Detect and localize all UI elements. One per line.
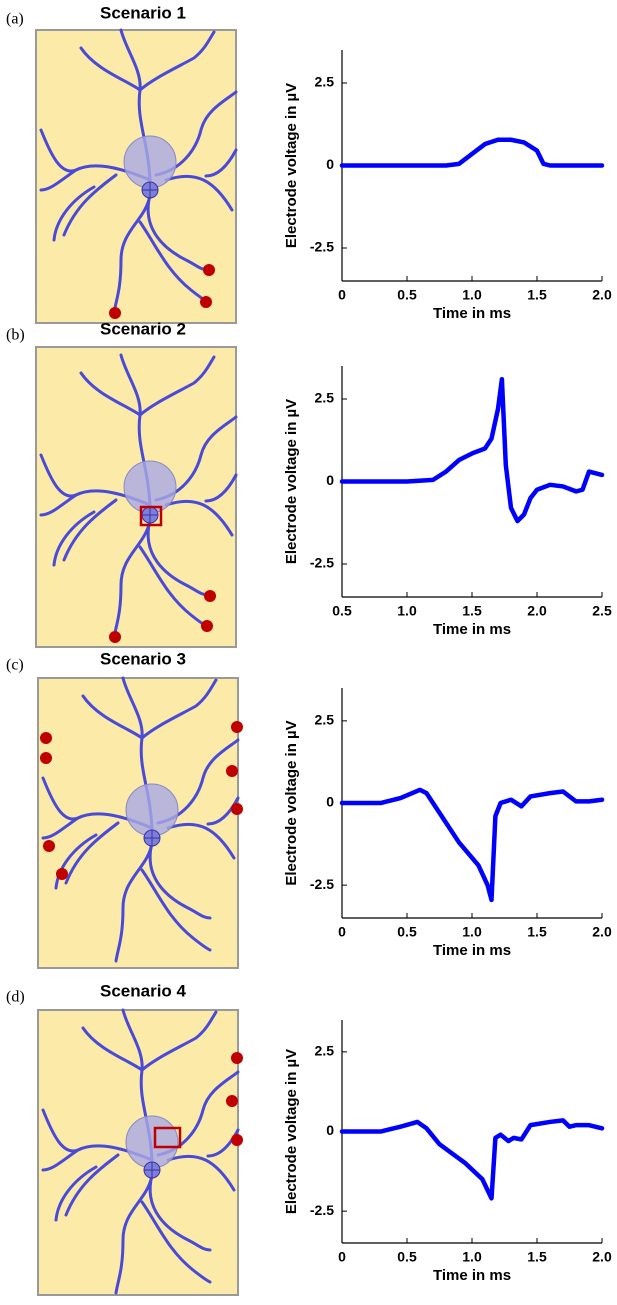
- x-tick-label: 0.5: [397, 287, 417, 303]
- neuron-a: [35, 28, 238, 324]
- x-axis-label: Time in ms: [433, 305, 511, 322]
- x-tick-label: 0: [338, 287, 346, 303]
- y-tick-label: 2.5: [315, 712, 335, 728]
- x-tick-label: 2.0: [592, 1249, 612, 1265]
- x-axis-label: Time in ms: [433, 942, 511, 959]
- y-tick-label: 2.5: [315, 390, 335, 406]
- panel-label: (c): [6, 657, 24, 674]
- y-tick-label: 0: [326, 472, 334, 488]
- y-axis-label: Electrode voltage in µV: [283, 1049, 300, 1214]
- data-line: [339, 1118, 605, 1201]
- panel-label: (a): [6, 11, 24, 28]
- x-tick-label: 1.5: [527, 1249, 547, 1265]
- y-axis-label: Electrode voltage in µV: [283, 399, 300, 564]
- x-tick-label: 2.0: [592, 924, 612, 940]
- x-tick-label: 0.5: [332, 603, 352, 619]
- y-tick-label: -2.5: [310, 1202, 334, 1218]
- x-tick-label: 0: [338, 924, 346, 940]
- x-tick-label: 1.5: [527, 287, 547, 303]
- x-tick-label: 2.0: [592, 287, 612, 303]
- panel-title: Scenario 3: [100, 649, 186, 668]
- x-tick-label: 0: [338, 1249, 346, 1265]
- x-tick-label: 2.0: [527, 603, 547, 619]
- x-tick-label: 1.5: [462, 603, 482, 619]
- data-line: [339, 787, 605, 903]
- panel-title: Scenario 1: [100, 3, 186, 22]
- x-tick-label: 1.5: [527, 924, 547, 940]
- x-tick-label: 1.0: [462, 1249, 482, 1265]
- panel-label: (b): [6, 327, 25, 344]
- panel-title: Scenario 4: [100, 981, 187, 1000]
- y-axis-label: Electrode voltage in µV: [283, 83, 300, 248]
- y-axis-label: Electrode voltage in µV: [283, 720, 300, 885]
- y-tick-label: -2.5: [310, 239, 334, 255]
- x-tick-label: 0.5: [397, 1249, 417, 1265]
- x-tick-label: 1.0: [462, 287, 482, 303]
- y-tick-label: 0: [326, 1122, 334, 1138]
- y-tick-label: 2.5: [315, 74, 335, 90]
- y-tick-label: -2.5: [310, 555, 334, 571]
- x-tick-label: 0.5: [397, 924, 417, 940]
- y-tick-label: 0: [326, 156, 334, 172]
- panel-title: Scenario 2: [100, 319, 186, 338]
- x-axis-label: Time in ms: [433, 1267, 511, 1284]
- y-tick-label: 2.5: [315, 1043, 335, 1059]
- x-tick-label: 2.5: [592, 603, 612, 619]
- y-tick-label: -2.5: [310, 876, 334, 892]
- panel-label: (d): [6, 989, 25, 1006]
- neuron-c: [37, 676, 243, 969]
- x-tick-label: 1.0: [462, 924, 482, 940]
- neuron-b: [35, 346, 238, 648]
- neuron-d: [37, 1008, 243, 1296]
- x-axis-label: Time in ms: [433, 621, 511, 638]
- data-line: [339, 376, 605, 524]
- data-line: [339, 137, 605, 168]
- x-tick-label: 1.0: [397, 603, 417, 619]
- y-tick-label: 0: [326, 794, 334, 810]
